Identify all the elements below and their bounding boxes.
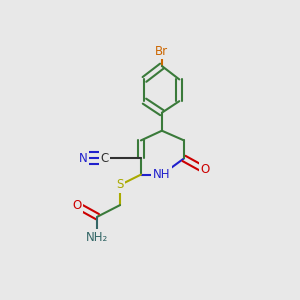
- Text: NH₂: NH₂: [86, 231, 109, 244]
- Text: S: S: [116, 178, 124, 191]
- Text: O: O: [72, 199, 81, 212]
- Text: Br: Br: [155, 44, 169, 58]
- Text: NH: NH: [153, 168, 171, 181]
- Text: N: N: [79, 152, 87, 165]
- Text: C: C: [100, 152, 109, 165]
- Text: O: O: [200, 164, 209, 176]
